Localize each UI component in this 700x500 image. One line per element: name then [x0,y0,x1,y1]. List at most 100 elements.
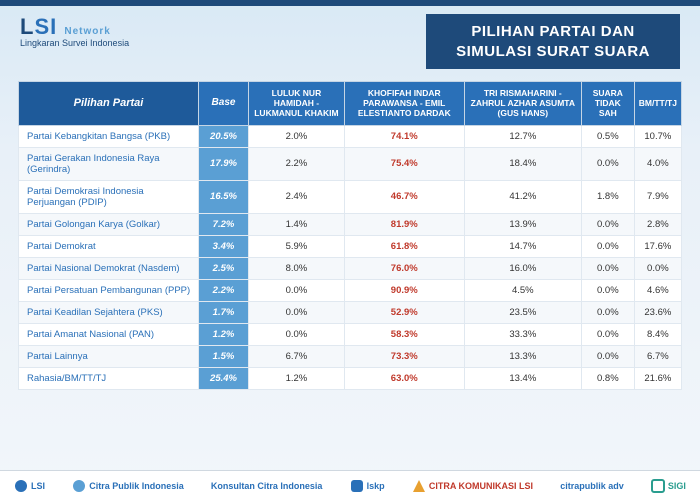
table-header-row: Pilihan Partai Base LULUK NUR HAMIDAH - … [19,82,682,126]
cell-c1: 8.0% [249,257,345,279]
cell-c2: 73.3% [344,345,464,367]
cell-base: 3.4% [199,235,249,257]
cell-partai: Partai Persatuan Pembangunan (PPP) [19,279,199,301]
cell-c5: 21.6% [634,367,681,389]
cell-c4: 0.0% [581,235,634,257]
cell-base: 1.7% [199,301,249,323]
cell-c2: 75.4% [344,147,464,180]
survey-table: Pilihan Partai Base LULUK NUR HAMIDAH - … [18,81,682,390]
cell-c3: 16.0% [464,257,581,279]
cell-c5: 7.9% [634,180,681,213]
cell-c1: 0.0% [249,323,345,345]
cell-c3: 41.2% [464,180,581,213]
table-row: Partai Kebangkitan Bangsa (PKB)20.5%2.0%… [19,125,682,147]
cell-c3: 4.5% [464,279,581,301]
header: LSI Network Lingkaran Survei Indonesia P… [0,6,700,73]
cell-c1: 1.2% [249,367,345,389]
title-line-2: SIMULASI SURAT SUARA [456,42,650,62]
cell-partai: Partai Golongan Karya (Golkar) [19,213,199,235]
table-row: Partai Demokrasi Indonesia Perjuangan (P… [19,180,682,213]
cell-c4: 0.0% [581,345,634,367]
table-row: Partai Keadilan Sejahtera (PKS)1.7%0.0%5… [19,301,682,323]
cell-c5: 2.8% [634,213,681,235]
cell-base: 17.9% [199,147,249,180]
logo-l: L [20,14,34,39]
col-cand-3: TRI RISMAHARINI - ZAHRUL AZHAR ASUMTA (G… [464,82,581,126]
table-row: Partai Lainnya1.5%6.7%73.3%13.3%0.0%6.7% [19,345,682,367]
table-row: Partai Demokrat3.4%5.9%61.8%14.7%0.0%17.… [19,235,682,257]
cell-c5: 0.0% [634,257,681,279]
cell-c2: 46.7% [344,180,464,213]
table-row: Rahasia/BM/TT/TJ25.4%1.2%63.0%13.4%0.8%2… [19,367,682,389]
cell-partai: Partai Gerakan Indonesia Raya (Gerindra) [19,147,199,180]
cell-base: 20.5% [199,125,249,147]
cell-partai: Partai Lainnya [19,345,199,367]
title-line-1: PILIHAN PARTAI DAN [456,22,650,42]
col-cand-2: KHOFIFAH INDAR PARAWANSA - EMIL ELESTIAN… [344,82,464,126]
cell-c4: 0.0% [581,213,634,235]
cell-c3: 18.4% [464,147,581,180]
cell-c5: 6.7% [634,345,681,367]
col-pilihan-partai: Pilihan Partai [19,82,199,126]
cell-partai: Partai Demokrasi Indonesia Perjuangan (P… [19,180,199,213]
cell-c2: 74.1% [344,125,464,147]
cell-partai: Partai Kebangkitan Bangsa (PKB) [19,125,199,147]
table-row: Partai Nasional Demokrat (Nasdem)2.5%8.0… [19,257,682,279]
cell-c3: 13.4% [464,367,581,389]
table-row: Partai Amanat Nasional (PAN)1.2%0.0%58.3… [19,323,682,345]
cell-c4: 1.8% [581,180,634,213]
cell-base: 1.2% [199,323,249,345]
cell-c4: 0.5% [581,125,634,147]
cell-c3: 13.3% [464,345,581,367]
table-row: Partai Gerakan Indonesia Raya (Gerindra)… [19,147,682,180]
cell-base: 2.2% [199,279,249,301]
logo-block: LSI Network Lingkaran Survei Indonesia [20,14,129,48]
cell-base: 1.5% [199,345,249,367]
cell-base: 7.2% [199,213,249,235]
footer-logo-sigi: SIGI [651,479,686,493]
cell-c1: 0.0% [249,301,345,323]
footer-logo-ckl: CITRA KOMUNIKASI LSI [412,479,533,493]
col-suara-tidak-sah: SUARA TIDAK SAH [581,82,634,126]
cell-c4: 0.0% [581,147,634,180]
footer-logo-lskp: lskp [350,479,385,493]
cell-c4: 0.0% [581,279,634,301]
cell-c5: 23.6% [634,301,681,323]
table-wrap: Pilihan Partai Base LULUK NUR HAMIDAH - … [0,73,700,394]
cell-c4: 0.0% [581,301,634,323]
cell-c1: 2.4% [249,180,345,213]
cell-c2: 58.3% [344,323,464,345]
cell-partai: Rahasia/BM/TT/TJ [19,367,199,389]
cell-partai: Partai Nasional Demokrat (Nasdem) [19,257,199,279]
logo-network: Network [64,26,110,37]
footer-logo-lsi: LSI [14,479,45,493]
cell-c4: 0.0% [581,257,634,279]
cell-c4: 0.0% [581,323,634,345]
table-row: Partai Persatuan Pembangunan (PPP)2.2% 0.… [19,279,682,301]
cell-base: 2.5% [199,257,249,279]
cell-c3: 13.9% [464,213,581,235]
cell-partai: Partai Demokrat [19,235,199,257]
footer-logo-cpi: Citra Publik Indonesia [72,479,184,493]
logo-i: I [50,14,57,39]
cell-c1: 1.4% [249,213,345,235]
cell-c2: 52.9% [344,301,464,323]
col-cand-1: LULUK NUR HAMIDAH - LUKMANUL KHAKIM [249,82,345,126]
cell-partai: Partai Keadilan Sejahtera (PKS) [19,301,199,323]
cell-c3: 14.7% [464,235,581,257]
footer-logos: LSI Citra Publik Indonesia Konsultan Cit… [0,470,700,500]
cell-c3: 23.5% [464,301,581,323]
cell-c1: 2.0% [249,125,345,147]
cell-partai: Partai Amanat Nasional (PAN) [19,323,199,345]
cell-base: 25.4% [199,367,249,389]
footer-logo-cpa: citrapublik adv [560,481,624,491]
cell-c2: 63.0% [344,367,464,389]
cell-c2: 90.9% [344,279,464,301]
cell-base: 16.5% [199,180,249,213]
title-block: PILIHAN PARTAI DAN SIMULASI SURAT SUARA [426,14,680,69]
footer-logo-kci: Konsultan Citra Indonesia [211,481,323,491]
col-bmtttj: BM/TT/TJ [634,82,681,126]
cell-c5: 4.0% [634,147,681,180]
cell-c1: 5.9% [249,235,345,257]
cell-c3: 33.3% [464,323,581,345]
